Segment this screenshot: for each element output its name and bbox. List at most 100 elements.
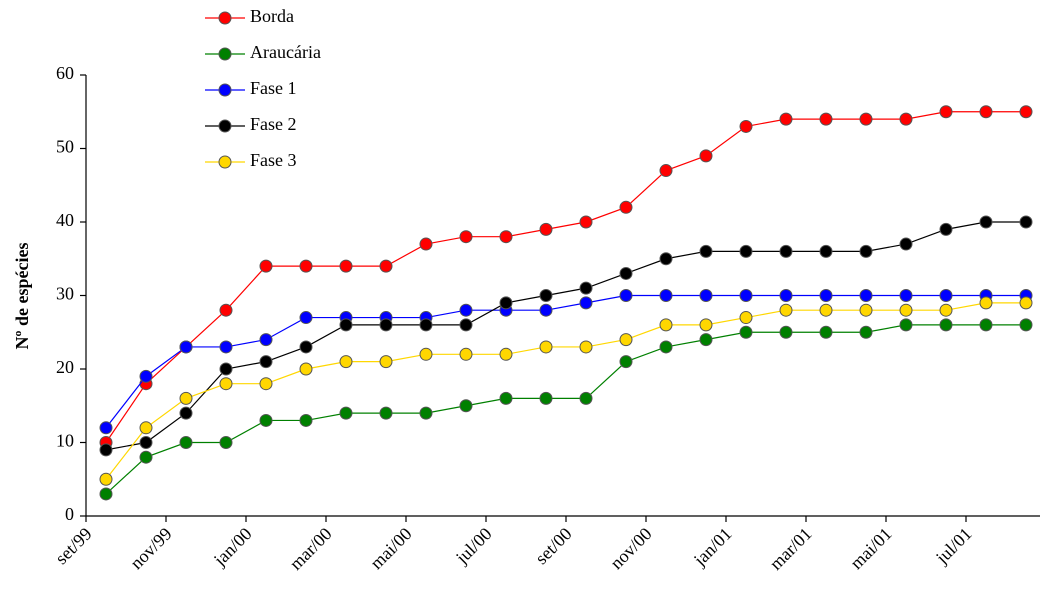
legend-marker bbox=[218, 47, 232, 61]
point bbox=[859, 303, 873, 317]
point bbox=[259, 377, 273, 391]
point bbox=[99, 421, 113, 435]
legend-marker bbox=[218, 83, 232, 97]
point bbox=[979, 296, 993, 310]
point bbox=[699, 149, 713, 163]
point bbox=[699, 318, 713, 332]
point bbox=[659, 318, 673, 332]
legend-label: Borda bbox=[250, 6, 294, 26]
point bbox=[899, 318, 913, 332]
point bbox=[979, 105, 993, 119]
point bbox=[859, 244, 873, 258]
point bbox=[699, 289, 713, 302]
x-tick-label: jan/01 bbox=[689, 524, 736, 571]
point bbox=[259, 259, 273, 273]
point bbox=[139, 436, 153, 449]
point bbox=[739, 289, 753, 302]
point bbox=[899, 112, 913, 126]
point bbox=[459, 318, 473, 332]
point bbox=[379, 318, 393, 332]
point bbox=[179, 406, 193, 420]
point bbox=[99, 487, 113, 501]
point bbox=[539, 340, 553, 354]
point bbox=[179, 391, 193, 405]
point bbox=[699, 333, 713, 347]
point bbox=[819, 303, 833, 317]
point bbox=[139, 450, 153, 464]
legend-label: Araucária bbox=[250, 42, 321, 62]
point bbox=[859, 289, 873, 302]
point bbox=[419, 406, 433, 420]
point bbox=[419, 237, 433, 251]
point bbox=[779, 112, 793, 126]
point bbox=[339, 406, 353, 420]
point bbox=[579, 215, 593, 229]
point bbox=[819, 112, 833, 126]
legend-label: Fase 1 bbox=[250, 78, 297, 98]
legend-marker bbox=[218, 11, 232, 25]
point bbox=[659, 289, 673, 302]
series-line bbox=[105, 294, 1026, 429]
x-tick-label: mar/01 bbox=[766, 524, 816, 574]
y-tick-label: 30 bbox=[56, 284, 74, 304]
point bbox=[499, 296, 513, 310]
point bbox=[259, 355, 273, 369]
point bbox=[899, 303, 913, 317]
point bbox=[619, 333, 633, 347]
point bbox=[899, 237, 913, 251]
point bbox=[739, 325, 753, 339]
x-tick-label: nov/00 bbox=[606, 524, 656, 574]
y-tick-label: 20 bbox=[56, 357, 74, 377]
point bbox=[659, 164, 673, 178]
point bbox=[219, 377, 233, 391]
point bbox=[419, 347, 433, 361]
point bbox=[819, 289, 833, 302]
x-tick-label: jan/00 bbox=[209, 524, 256, 571]
point bbox=[739, 311, 753, 325]
y-tick-label: 10 bbox=[56, 431, 74, 451]
point bbox=[379, 406, 393, 420]
x-tick-label: mar/00 bbox=[286, 524, 336, 574]
point bbox=[619, 289, 633, 302]
point bbox=[939, 289, 953, 302]
point bbox=[779, 289, 793, 302]
point bbox=[379, 259, 393, 273]
point bbox=[539, 222, 553, 236]
point bbox=[139, 369, 153, 383]
point bbox=[219, 303, 233, 317]
y-tick-label: 50 bbox=[56, 137, 74, 157]
point bbox=[459, 230, 473, 244]
point bbox=[499, 391, 513, 405]
point bbox=[299, 413, 313, 427]
point bbox=[579, 281, 593, 295]
point bbox=[459, 399, 473, 413]
x-tick-label: mai/01 bbox=[846, 524, 895, 573]
point bbox=[699, 244, 713, 258]
point bbox=[779, 244, 793, 258]
x-tick-label: jul/00 bbox=[451, 524, 496, 569]
legend-marker bbox=[218, 119, 232, 133]
point bbox=[299, 340, 313, 354]
point bbox=[299, 259, 313, 273]
point bbox=[939, 222, 953, 236]
legend-marker bbox=[218, 155, 232, 169]
point bbox=[1019, 296, 1033, 310]
point bbox=[219, 436, 233, 449]
point bbox=[299, 362, 313, 376]
point bbox=[339, 259, 353, 273]
point bbox=[939, 105, 953, 119]
series-line bbox=[105, 324, 1026, 495]
y-tick-label: 60 bbox=[56, 63, 74, 83]
point bbox=[339, 318, 353, 332]
point bbox=[779, 325, 793, 339]
point bbox=[779, 303, 793, 317]
point bbox=[819, 325, 833, 339]
point bbox=[619, 200, 633, 214]
point bbox=[99, 472, 113, 486]
x-tick-label: nov/99 bbox=[126, 524, 176, 574]
point bbox=[979, 318, 993, 332]
point bbox=[219, 362, 233, 376]
point bbox=[899, 289, 913, 302]
point bbox=[339, 355, 353, 369]
